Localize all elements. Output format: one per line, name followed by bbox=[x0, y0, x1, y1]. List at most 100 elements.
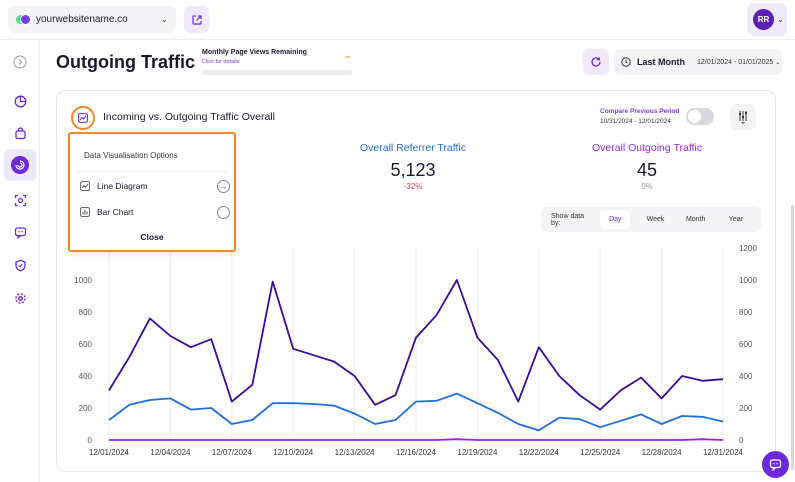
x-tick-label: 12/31/2024 bbox=[703, 448, 744, 457]
top-bar: yourwebsitename.co ⌄ RR ⌄ bbox=[0, 0, 795, 40]
sidebar-item-shop[interactable] bbox=[8, 121, 32, 145]
y-tick-label: 800 bbox=[739, 308, 753, 317]
metric-title: Overall Outgoing Traffic bbox=[591, 142, 703, 154]
metric-change: -32% bbox=[403, 182, 423, 191]
page-views-progress-bar bbox=[202, 70, 352, 75]
period-range: 12/01/2024 - 01/01/2025 bbox=[697, 58, 774, 66]
toggle-knob bbox=[688, 110, 701, 123]
arrow-right-icon: → bbox=[217, 179, 230, 193]
y-tick-label: 1000 bbox=[739, 276, 757, 285]
traffic-icon bbox=[11, 156, 29, 174]
x-tick-label: 12/10/2024 bbox=[273, 448, 314, 457]
metric-value: 45 bbox=[636, 160, 658, 180]
line-chart-icon bbox=[78, 113, 88, 123]
x-tick-label: 12/01/2024 bbox=[89, 448, 130, 457]
series-line-incoming-traffic bbox=[108, 279, 724, 411]
y-tick-label: 400 bbox=[79, 372, 93, 381]
page-views-value: ∞ bbox=[345, 54, 350, 61]
period-label: Last Month bbox=[637, 57, 685, 67]
line-chart-icon bbox=[80, 181, 90, 191]
option-label: Line Diagram bbox=[97, 181, 148, 191]
x-tick-label: 12/28/2024 bbox=[642, 448, 683, 457]
chart-series bbox=[108, 279, 724, 441]
sidebar-item-messages[interactable] bbox=[8, 220, 32, 244]
x-axis: 12/01/2024 12/04/2024 12/07/2024 12/10/2024… bbox=[89, 448, 744, 457]
show-data-by-label: Show data by: bbox=[551, 212, 585, 227]
sidebar-item-traffic[interactable] bbox=[4, 149, 36, 181]
collapse-icon bbox=[13, 55, 27, 69]
sidebar-item-dashboard[interactable] bbox=[8, 89, 32, 113]
chart-settings-button[interactable] bbox=[730, 104, 756, 130]
website-name: yourwebsitename.co bbox=[36, 14, 128, 25]
x-tick-label: 12/25/2024 bbox=[580, 448, 621, 457]
page-views-widget: Monthly Page Views Remaining Click for d… bbox=[202, 49, 354, 75]
avatar: RR bbox=[753, 9, 774, 30]
refresh-button[interactable] bbox=[583, 49, 609, 75]
metric-title: Overall Referrer Traffic bbox=[360, 142, 466, 154]
y-tick-label: 0 bbox=[739, 436, 744, 445]
sliders-icon bbox=[739, 111, 747, 124]
x-tick-label: 12/07/2024 bbox=[212, 448, 253, 457]
site-status-icon bbox=[16, 14, 31, 25]
y-tick-label: 200 bbox=[79, 404, 93, 413]
scrollbar[interactable] bbox=[791, 205, 794, 470]
y-axis-right: 0 200 400 600 800 1000 1200 bbox=[739, 244, 757, 445]
metric-outgoing-traffic: Overall Outgoing Traffic 45 0% bbox=[567, 142, 727, 191]
y-tick-label: 600 bbox=[739, 340, 753, 349]
y-tick-label: 1200 bbox=[739, 244, 757, 253]
sidebar-item-scanner[interactable] bbox=[8, 188, 32, 212]
show-data-by-control: Show data by: Day Week Month Year bbox=[541, 207, 761, 232]
visualisation-options-button[interactable] bbox=[71, 106, 95, 130]
open-website-button[interactable] bbox=[184, 6, 209, 33]
shopping-bag-icon bbox=[14, 126, 26, 139]
external-link-icon bbox=[191, 14, 202, 25]
shield-icon bbox=[14, 259, 26, 271]
tab-year[interactable]: Year bbox=[728, 216, 743, 223]
data-visualisation-popup: Data Visualisation Options Line Diagram … bbox=[68, 132, 236, 252]
sidebar-collapse-button[interactable] bbox=[8, 50, 32, 74]
popup-divider bbox=[76, 171, 228, 172]
tab-week[interactable]: Week bbox=[646, 216, 665, 223]
x-tick-label: 12/04/2024 bbox=[150, 448, 191, 457]
y-tick-label: 600 bbox=[79, 340, 93, 349]
clock-icon bbox=[621, 57, 631, 67]
period-selector[interactable]: Last Month 12/01/2024 - 01/01/2025 ⌄ bbox=[614, 49, 782, 75]
series-line-referrer-traffic bbox=[108, 392, 724, 432]
x-tick-label: 12/16/2024 bbox=[396, 448, 437, 457]
x-tick-label: 12/19/2024 bbox=[457, 448, 498, 457]
metric-referrer-traffic: Overall Referrer Traffic 5,123 -32% bbox=[333, 142, 493, 191]
card-title: Incoming vs. Outgoing Traffic Overall bbox=[103, 111, 275, 123]
page-views-details-link[interactable]: Click for details bbox=[202, 59, 240, 65]
option-line-diagram[interactable]: Line Diagram → bbox=[80, 178, 230, 194]
sidebar-item-security[interactable] bbox=[8, 253, 32, 277]
gear-icon bbox=[14, 292, 26, 304]
compare-toggle[interactable] bbox=[686, 108, 714, 125]
option-label: Bar Chart bbox=[97, 207, 134, 217]
tab-day[interactable]: Day bbox=[600, 210, 631, 229]
metric-value: 5,123 bbox=[390, 160, 436, 180]
website-selector[interactable]: yourwebsitename.co ⌄ bbox=[8, 6, 176, 33]
sidebar-item-settings[interactable] bbox=[8, 286, 32, 310]
y-tick-label: 400 bbox=[739, 372, 753, 381]
close-button[interactable]: Close bbox=[140, 232, 164, 242]
chevron-down-icon: ⌄ bbox=[160, 14, 168, 24]
page-title: Outgoing Traffic bbox=[56, 52, 195, 72]
option-bar-chart[interactable]: Bar Chart bbox=[80, 204, 230, 220]
chat-icon bbox=[14, 226, 26, 239]
refresh-icon bbox=[591, 57, 601, 67]
chat-support-button[interactable] bbox=[762, 451, 789, 478]
user-menu-button[interactable]: RR ⌄ bbox=[747, 3, 787, 36]
bar-chart-icon bbox=[80, 207, 90, 217]
y-tick-label: 200 bbox=[739, 404, 753, 413]
metric-change: 0% bbox=[641, 182, 653, 191]
radio-button[interactable] bbox=[217, 205, 230, 219]
popup-heading: Data Visualisation Options bbox=[84, 151, 178, 160]
tab-month[interactable]: Month bbox=[685, 216, 706, 223]
y-tick-label: 800 bbox=[79, 308, 93, 317]
sidebar bbox=[0, 40, 40, 482]
y-tick-label: 1000 bbox=[74, 276, 92, 285]
pie-chart-icon bbox=[14, 95, 26, 107]
x-tick-label: 12/22/2024 bbox=[519, 448, 560, 457]
